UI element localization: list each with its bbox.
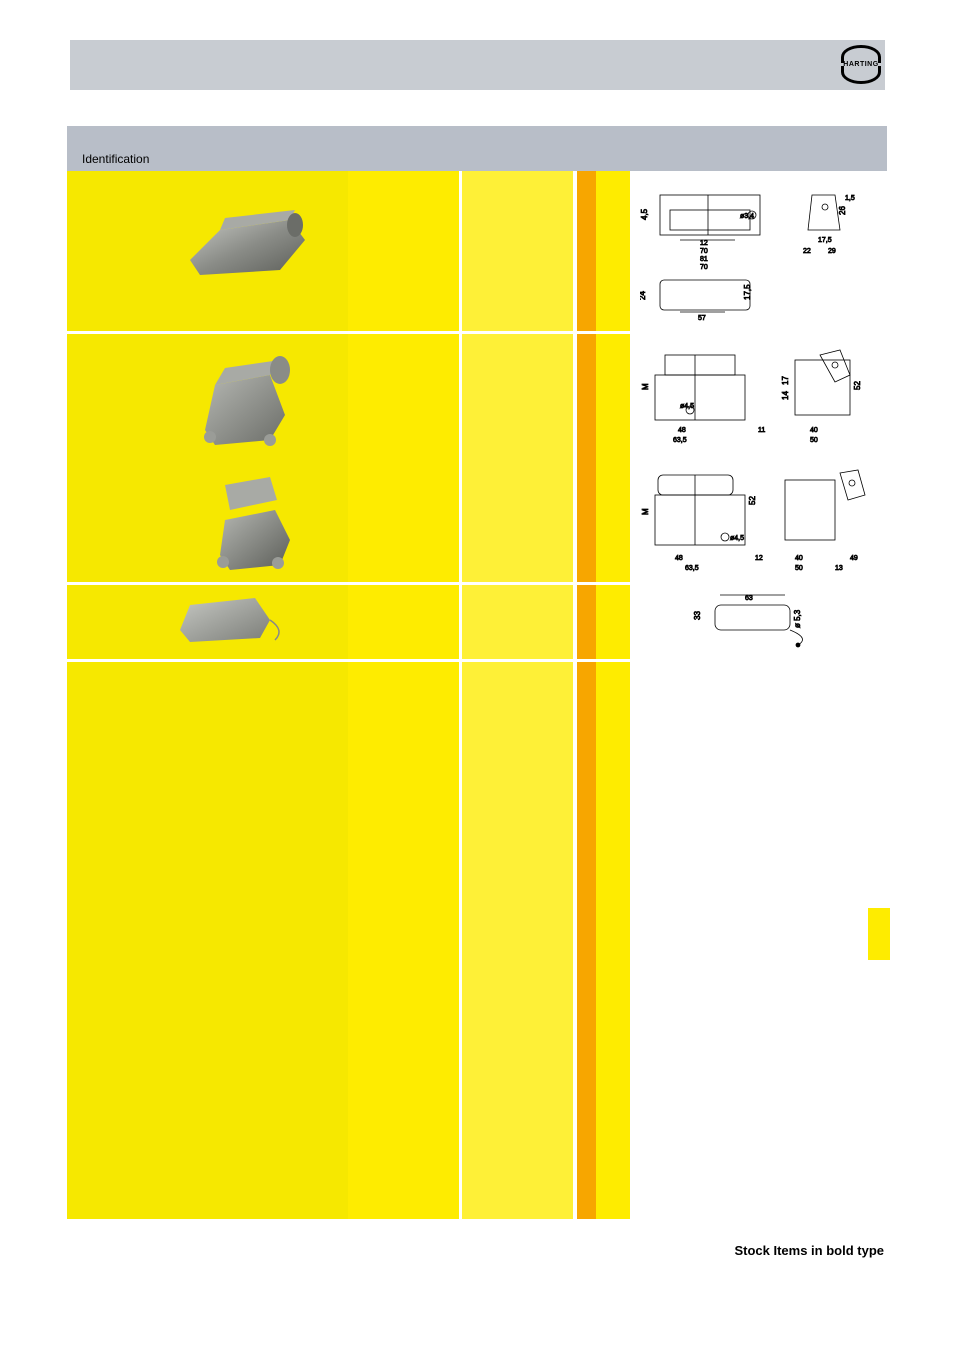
column-6-diagrams [630, 171, 886, 1219]
product-image-4 [165, 590, 295, 650]
svg-text:M: M [641, 508, 650, 515]
svg-text:29: 29 [828, 248, 836, 255]
svg-text:17: 17 [781, 376, 790, 385]
product-image-1 [170, 190, 320, 285]
logo-text: HARTING [841, 61, 881, 68]
svg-text:14: 14 [781, 391, 790, 400]
svg-text:40: 40 [810, 427, 818, 434]
column-5 [596, 171, 630, 1219]
svg-text:4,5: 4,5 [640, 208, 649, 220]
table-header-band [67, 126, 887, 171]
footer-stock-note: Stock Items in bold type [734, 1243, 884, 1258]
svg-text:50: 50 [795, 565, 803, 572]
svg-text:ø4,5: ø4,5 [730, 535, 744, 542]
svg-text:70: 70 [700, 264, 708, 271]
svg-text:52: 52 [748, 496, 757, 505]
row-divider-2 [67, 582, 887, 585]
column-1-images [67, 171, 348, 1219]
svg-text:33: 33 [693, 611, 702, 620]
svg-text:17,5: 17,5 [818, 237, 832, 244]
technical-drawing-2: M ø4,5 48 63,5 11 52 14 17 40 50 [640, 340, 875, 455]
svg-text:50: 50 [810, 437, 818, 444]
svg-text:49: 49 [850, 555, 858, 562]
identification-label: Identification [82, 152, 149, 166]
svg-text:63,5: 63,5 [685, 565, 699, 572]
svg-text:40: 40 [795, 555, 803, 562]
svg-text:63: 63 [745, 595, 753, 602]
svg-text:11: 11 [758, 427, 765, 434]
column-2 [348, 171, 459, 1219]
svg-text:63,5: 63,5 [673, 437, 687, 444]
product-image-2 [185, 345, 305, 455]
svg-text:13: 13 [835, 565, 843, 572]
column-4-orange [577, 171, 596, 1219]
svg-text:ø 5,3: ø 5,3 [793, 609, 802, 628]
page-tab [868, 908, 890, 960]
svg-text:ø3,4: ø3,4 [740, 213, 754, 220]
svg-text:26: 26 [838, 206, 847, 215]
svg-text:17,5: 17,5 [743, 284, 752, 300]
column-3 [462, 171, 573, 1219]
svg-text:24: 24 [640, 291, 647, 300]
technical-drawing-3: M 52 ø4,5 48 63,5 12 40 50 13 49 [640, 465, 875, 575]
svg-text:ø4,5: ø4,5 [680, 403, 694, 410]
svg-text:48: 48 [675, 555, 683, 562]
product-image-3 [195, 465, 310, 580]
brand-logo: HARTING [841, 45, 881, 85]
top-header-bar [70, 40, 885, 90]
svg-text:81: 81 [700, 256, 708, 263]
technical-drawing-1: 4,5 ø3,4 12 70 81 70 24 17,5 57 1,5 26 1… [640, 185, 875, 325]
svg-text:57: 57 [698, 315, 706, 322]
svg-text:48: 48 [678, 427, 686, 434]
svg-text:M: M [641, 383, 650, 390]
svg-text:12: 12 [700, 240, 708, 247]
svg-text:22: 22 [803, 248, 811, 255]
svg-text:52: 52 [853, 381, 862, 390]
row-divider-3 [67, 659, 887, 662]
row-divider-1 [67, 331, 887, 334]
svg-text:12: 12 [755, 555, 763, 562]
technical-drawing-4: 63 33 ø 5,3 [690, 590, 820, 650]
svg-text:70: 70 [700, 248, 708, 255]
svg-text:1,5: 1,5 [845, 195, 855, 202]
